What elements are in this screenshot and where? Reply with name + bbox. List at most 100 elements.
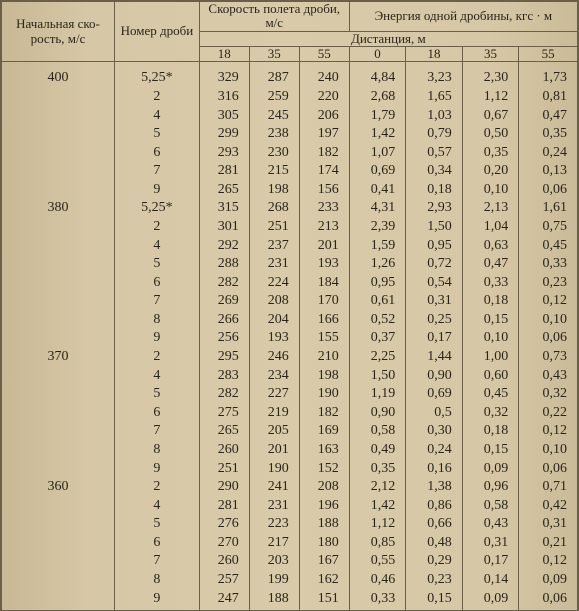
cell-v55: 190 bbox=[299, 385, 349, 404]
cell-v55: 210 bbox=[299, 347, 349, 366]
cell-v35: 215 bbox=[249, 162, 299, 181]
cell-e18: 0,95 bbox=[406, 236, 463, 255]
cell-shot: 8 bbox=[115, 440, 200, 459]
header-flight-velocity: Скорость полета дроби, м/с bbox=[199, 2, 349, 32]
cell-shot: 8 bbox=[115, 310, 200, 329]
cell-e0: 0,35 bbox=[349, 459, 406, 478]
cell-v18: 269 bbox=[199, 292, 249, 311]
header-e18: 18 bbox=[406, 46, 463, 61]
header-pellet-energy: Энергия одной дробины, кгс · м bbox=[349, 2, 577, 32]
cell-e55: 0,33 bbox=[519, 255, 578, 274]
cell-shot: 6 bbox=[115, 533, 200, 552]
cell-e35: 1,12 bbox=[462, 87, 519, 106]
cell-velocity: 370 bbox=[2, 347, 115, 366]
table-row: 62932301821,070,570,350,24 bbox=[2, 143, 578, 162]
cell-shot: 6 bbox=[115, 273, 200, 292]
cell-v55: 180 bbox=[299, 533, 349, 552]
cell-velocity bbox=[2, 440, 115, 459]
cell-e0: 0,90 bbox=[349, 403, 406, 422]
cell-velocity bbox=[2, 552, 115, 571]
cell-v55: 240 bbox=[299, 62, 349, 88]
cell-shot: 5,25* bbox=[115, 199, 200, 218]
cell-e55: 1,73 bbox=[519, 62, 578, 88]
cell-velocity: 360 bbox=[2, 478, 115, 497]
table-row: 72692081700,610,310,180,12 bbox=[2, 292, 578, 311]
cell-e0: 0,49 bbox=[349, 440, 406, 459]
cell-e35: 1,04 bbox=[462, 217, 519, 236]
table-body: 4005,25*3292872404,843,232,301,732316259… bbox=[2, 62, 578, 610]
cell-shot: 7 bbox=[115, 422, 200, 441]
cell-e35: 0,15 bbox=[462, 310, 519, 329]
table-row: 92471881510,330,150,090,06 bbox=[2, 589, 578, 610]
cell-v35: 238 bbox=[249, 125, 299, 144]
cell-velocity bbox=[2, 236, 115, 255]
cell-shot: 6 bbox=[115, 143, 200, 162]
cell-shot: 5 bbox=[115, 125, 200, 144]
table-row: 52882311931,260,720,470,33 bbox=[2, 255, 578, 274]
cell-v18: 247 bbox=[199, 589, 249, 610]
cell-v35: 204 bbox=[249, 310, 299, 329]
cell-shot: 8 bbox=[115, 570, 200, 589]
cell-v18: 266 bbox=[199, 310, 249, 329]
cell-e18: 0,29 bbox=[406, 552, 463, 571]
cell-e35: 0,14 bbox=[462, 570, 519, 589]
cell-v35: 234 bbox=[249, 366, 299, 385]
cell-velocity bbox=[2, 570, 115, 589]
cell-v35: 198 bbox=[249, 180, 299, 199]
cell-e55: 0,32 bbox=[519, 385, 578, 404]
cell-velocity bbox=[2, 385, 115, 404]
cell-v35: 190 bbox=[249, 459, 299, 478]
cell-v18: 305 bbox=[199, 106, 249, 125]
cell-e55: 0,10 bbox=[519, 440, 578, 459]
cell-v18: 260 bbox=[199, 440, 249, 459]
cell-v18: 292 bbox=[199, 236, 249, 255]
header-d18: 18 bbox=[199, 46, 249, 61]
table-row: 92511901520,350,160,090,06 bbox=[2, 459, 578, 478]
table-row: 82662041660,520,250,150,10 bbox=[2, 310, 578, 329]
cell-e35: 0,10 bbox=[462, 329, 519, 348]
cell-v35: 223 bbox=[249, 515, 299, 534]
cell-e55: 0,73 bbox=[519, 347, 578, 366]
table-row: 82602011630,490,240,150,10 bbox=[2, 440, 578, 459]
cell-shot: 9 bbox=[115, 589, 200, 610]
table-row: 72652051690,580,300,180,12 bbox=[2, 422, 578, 441]
cell-e18: 0,25 bbox=[406, 310, 463, 329]
cell-shot: 4 bbox=[115, 236, 200, 255]
cell-v35: 193 bbox=[249, 329, 299, 348]
header-e0: 0 bbox=[349, 46, 406, 61]
table-row: 23162592202,681,651,120,81 bbox=[2, 87, 578, 106]
cell-v35: 251 bbox=[249, 217, 299, 236]
cell-v18: 257 bbox=[199, 570, 249, 589]
cell-v35: 219 bbox=[249, 403, 299, 422]
cell-v55: 208 bbox=[299, 478, 349, 497]
cell-v55: 196 bbox=[299, 496, 349, 515]
cell-e35: 0,63 bbox=[462, 236, 519, 255]
cell-e0: 2,68 bbox=[349, 87, 406, 106]
cell-e0: 1,79 bbox=[349, 106, 406, 125]
cell-v55: 162 bbox=[299, 570, 349, 589]
cell-v35: 237 bbox=[249, 236, 299, 255]
cell-shot: 9 bbox=[115, 180, 200, 199]
cell-v55: 182 bbox=[299, 403, 349, 422]
cell-e35: 0,10 bbox=[462, 180, 519, 199]
cell-e55: 0,12 bbox=[519, 292, 578, 311]
cell-e35: 0,09 bbox=[462, 589, 519, 610]
cell-e0: 1,50 bbox=[349, 366, 406, 385]
cell-e55: 0,23 bbox=[519, 273, 578, 292]
cell-v55: 220 bbox=[299, 87, 349, 106]
cell-e18: 0,34 bbox=[406, 162, 463, 181]
cell-velocity bbox=[2, 162, 115, 181]
cell-v18: 256 bbox=[199, 329, 249, 348]
cell-shot: 2 bbox=[115, 347, 200, 366]
cell-e0: 2,12 bbox=[349, 478, 406, 497]
cell-v55: 213 bbox=[299, 217, 349, 236]
cell-e0: 1,59 bbox=[349, 236, 406, 255]
cell-shot: 6 bbox=[115, 403, 200, 422]
cell-v55: 155 bbox=[299, 329, 349, 348]
cell-e55: 0,22 bbox=[519, 403, 578, 422]
table-row: 72812151740,690,340,200,13 bbox=[2, 162, 578, 181]
cell-e18: 0,66 bbox=[406, 515, 463, 534]
cell-velocity bbox=[2, 310, 115, 329]
cell-shot: 2 bbox=[115, 87, 200, 106]
cell-e55: 0,13 bbox=[519, 162, 578, 181]
